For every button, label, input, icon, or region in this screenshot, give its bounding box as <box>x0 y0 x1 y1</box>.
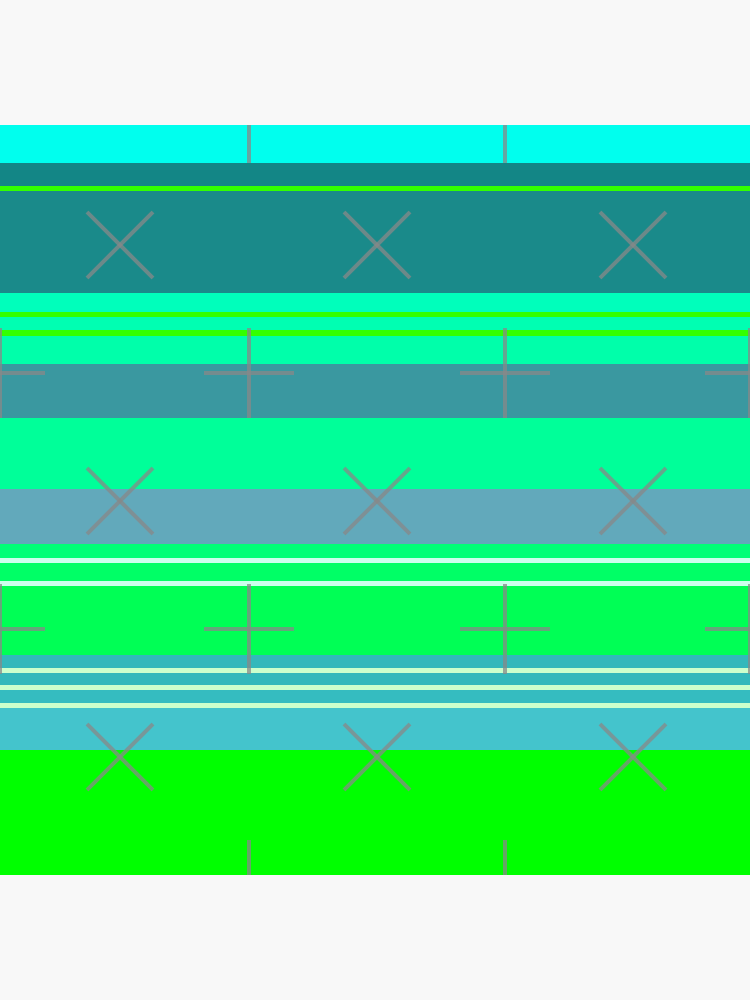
stripe <box>0 312 750 317</box>
stripe <box>0 364 750 418</box>
stripe <box>0 690 750 703</box>
stripe <box>0 558 750 563</box>
stripe <box>0 330 750 336</box>
stripe <box>0 163 750 186</box>
stripe <box>0 563 750 581</box>
stripe <box>0 336 750 364</box>
stripe <box>0 186 750 191</box>
x-mark <box>85 466 155 536</box>
stripe <box>0 586 750 655</box>
x-mark <box>342 466 412 536</box>
x-mark <box>342 210 412 280</box>
x-mark <box>598 466 668 536</box>
stripe <box>0 703 750 708</box>
stripe <box>0 581 750 586</box>
stripe <box>0 668 750 673</box>
stripe <box>0 708 750 750</box>
stripe <box>0 544 750 558</box>
stripe <box>0 418 750 489</box>
stripe <box>0 750 750 875</box>
stripe <box>0 293 750 312</box>
striped-pattern <box>0 125 750 875</box>
x-mark <box>85 722 155 792</box>
stripe <box>0 317 750 330</box>
x-mark <box>342 722 412 792</box>
x-mark <box>85 210 155 280</box>
x-mark <box>598 210 668 280</box>
stripe <box>0 673 750 685</box>
stripe <box>0 655 750 668</box>
stripe <box>0 685 750 690</box>
x-mark <box>598 722 668 792</box>
stripe <box>0 125 750 163</box>
